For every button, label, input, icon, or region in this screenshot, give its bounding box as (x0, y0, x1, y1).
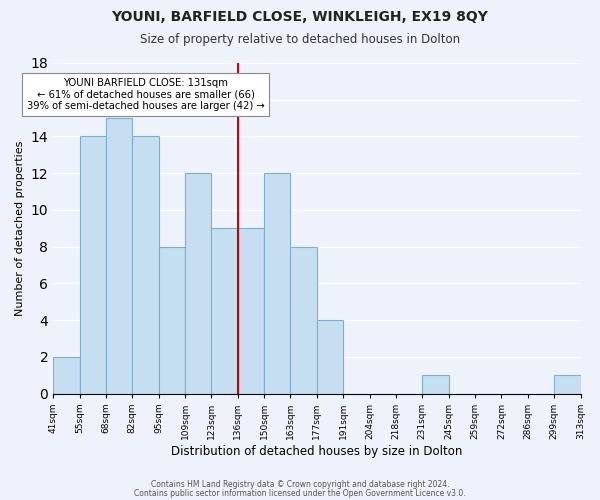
Bar (317, 320, 343, 394)
Bar (132, 136, 158, 394)
X-axis label: Distribution of detached houses by size in Dolton: Distribution of detached houses by size … (171, 444, 463, 458)
Bar (106, 118, 132, 394)
Bar (554, 375, 581, 394)
Bar (422, 375, 449, 394)
Text: YOUNI, BARFIELD CLOSE, WINKLEIGH, EX19 8QY: YOUNI, BARFIELD CLOSE, WINKLEIGH, EX19 8… (112, 10, 488, 24)
Text: Size of property relative to detached houses in Dolton: Size of property relative to detached ho… (140, 32, 460, 46)
Text: Contains HM Land Registry data © Crown copyright and database right 2024.: Contains HM Land Registry data © Crown c… (151, 480, 449, 489)
Bar (158, 246, 185, 394)
Bar (238, 228, 264, 394)
Y-axis label: Number of detached properties: Number of detached properties (15, 140, 25, 316)
Bar (290, 246, 317, 394)
Text: Contains public sector information licensed under the Open Government Licence v3: Contains public sector information licen… (134, 488, 466, 498)
Bar (211, 228, 238, 394)
Bar (53, 357, 80, 394)
Bar (80, 136, 106, 394)
Text: YOUNI BARFIELD CLOSE: 131sqm
← 61% of detached houses are smaller (66)
39% of se: YOUNI BARFIELD CLOSE: 131sqm ← 61% of de… (26, 78, 265, 111)
Bar (185, 173, 211, 394)
Bar (264, 173, 290, 394)
